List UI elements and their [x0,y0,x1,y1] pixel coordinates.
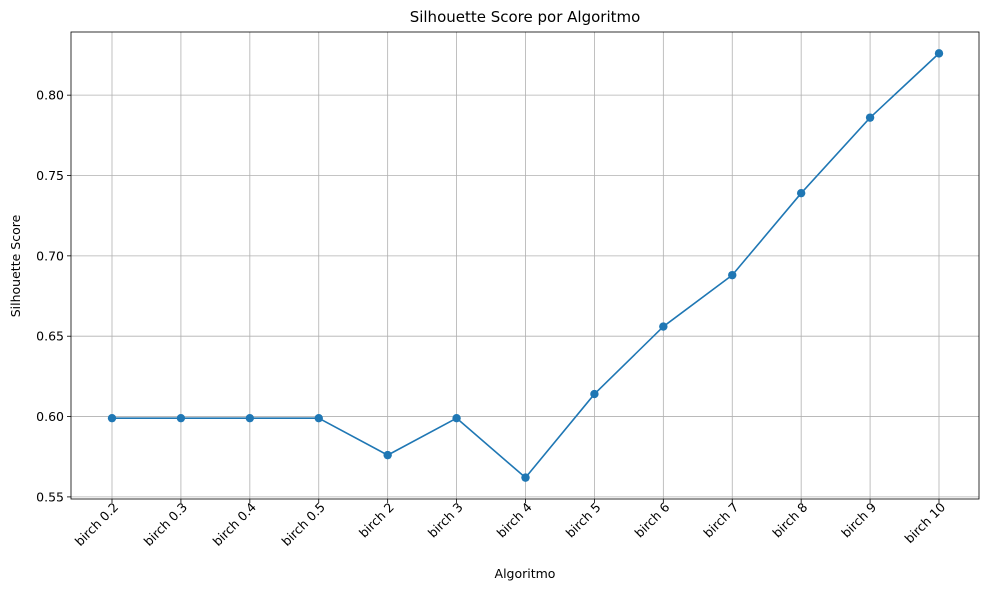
y-axis-ticks: 0.55 0.60 0.65 0.70 0.75 0.80 [36,88,71,504]
series-group [107,49,944,482]
x-tick-label: birch 4 [494,499,535,540]
x-axis-ticks: birch 0.2 birch 0.3 birch 0.4 birch 0.5 birc… [72,499,948,549]
data-point [107,413,117,423]
data-point [659,322,668,331]
data-point [521,473,530,482]
x-tick-label: birch 10 [902,499,949,546]
data-point [934,49,944,58]
x-tick-label: birch 6 [632,499,673,540]
data-point [245,413,255,423]
data-point [176,413,186,423]
gridlines [71,32,979,499]
data-point [796,188,806,198]
x-tick-label: birch 0.5 [279,499,328,548]
x-tick-label: birch 5 [563,499,604,540]
data-point [383,450,392,460]
data-point [314,413,323,423]
data-point [452,413,461,423]
x-tick-label: birch 0.4 [210,499,259,548]
x-tick-label: birch 2 [356,499,397,540]
data-point [728,270,737,280]
x-tick-label: birch 0.2 [72,499,121,548]
data-point [865,113,875,122]
x-axis-label: Algoritmo [495,566,556,581]
y-tick-label: 0.80 [36,88,64,103]
x-tick-label: birch 3 [425,499,466,540]
axes-frame [70,31,980,500]
y-tick-label: 0.70 [36,248,64,263]
chart-title: Silhouette Score por Algoritmo [410,8,641,26]
x-tick-label: birch 0.3 [141,499,190,548]
x-tick-label: birch 9 [838,499,879,540]
y-tick-label: 0.75 [36,168,64,183]
x-tick-label: birch 8 [769,499,810,540]
y-tick-label: 0.60 [36,409,64,424]
data-point [590,389,599,399]
y-tick-label: 0.65 [36,329,64,344]
x-tick-label: birch 7 [700,499,741,540]
y-axis-label: Silhouette Score [8,214,23,317]
y-tick-label: 0.55 [36,489,64,504]
